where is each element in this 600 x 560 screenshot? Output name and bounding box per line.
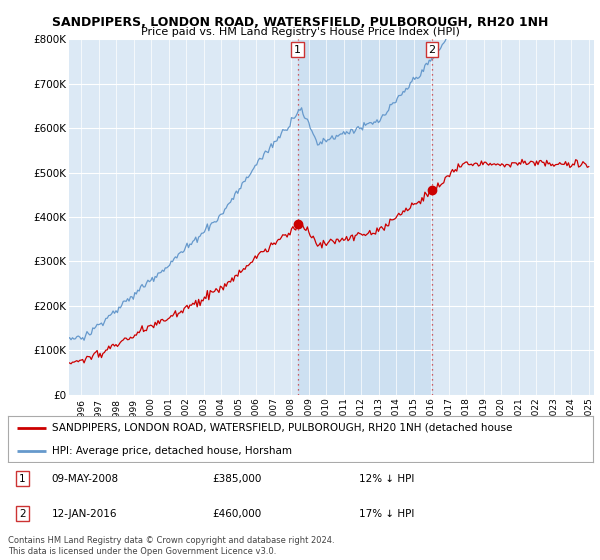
Text: 1: 1	[19, 474, 26, 483]
Text: Price paid vs. HM Land Registry's House Price Index (HPI): Price paid vs. HM Land Registry's House …	[140, 27, 460, 37]
Text: SANDPIPERS, LONDON ROAD, WATERSFIELD, PULBOROUGH, RH20 1NH (detached house: SANDPIPERS, LONDON ROAD, WATERSFIELD, PU…	[52, 423, 512, 432]
Text: 09-MAY-2008: 09-MAY-2008	[52, 474, 119, 483]
Text: 12-JAN-2016: 12-JAN-2016	[52, 508, 117, 519]
Text: HPI: Average price, detached house, Horsham: HPI: Average price, detached house, Hors…	[52, 446, 292, 455]
Text: 2: 2	[428, 45, 436, 54]
Text: 12% ↓ HPI: 12% ↓ HPI	[359, 474, 414, 483]
Text: 1: 1	[294, 45, 301, 54]
Text: 17% ↓ HPI: 17% ↓ HPI	[359, 508, 414, 519]
Text: SANDPIPERS, LONDON ROAD, WATERSFIELD, PULBOROUGH, RH20 1NH: SANDPIPERS, LONDON ROAD, WATERSFIELD, PU…	[52, 16, 548, 29]
Text: £460,000: £460,000	[212, 508, 262, 519]
Text: 2: 2	[19, 508, 26, 519]
Text: Contains HM Land Registry data © Crown copyright and database right 2024.
This d: Contains HM Land Registry data © Crown c…	[8, 536, 334, 556]
Bar	[298, 39, 432, 395]
Text: £385,000: £385,000	[212, 474, 262, 483]
